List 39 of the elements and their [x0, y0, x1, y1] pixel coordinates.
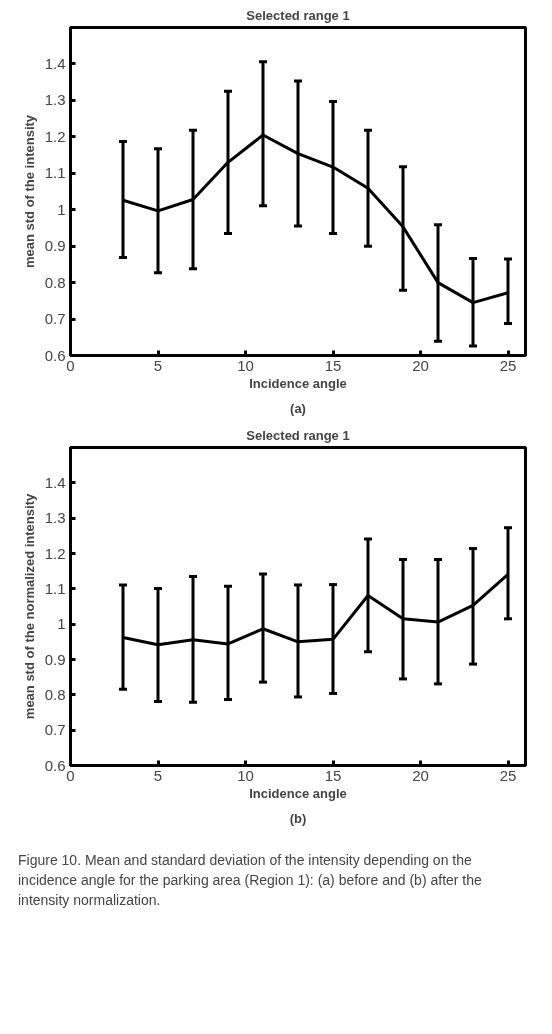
x-tick-label: 25: [499, 356, 517, 374]
x-tick-label: 0: [66, 766, 75, 784]
y-tick-label: 1.3: [44, 509, 66, 527]
y-tick-label: 1.2: [44, 544, 66, 562]
y-tick-label: 1: [57, 200, 66, 218]
y-tick-label: 0.8: [44, 685, 66, 703]
x-tick-label: 10: [237, 766, 254, 784]
x-tick-label: 20: [412, 356, 429, 374]
y-axis-title: mean std of the normalized intensity: [21, 493, 37, 720]
y-tick-label: 0.9: [44, 237, 66, 255]
text: (a): [290, 400, 306, 416]
x-tick-label: 25: [499, 766, 517, 784]
y-tick-label: 1.1: [44, 164, 66, 182]
x-tick-label: 20: [412, 766, 429, 784]
y-tick-label: 0.7: [44, 310, 66, 328]
y-tick-label: 1: [57, 615, 66, 633]
x-tick-label: 5: [153, 766, 163, 784]
y-tick-label: 0.9: [44, 650, 66, 668]
y-tick-label: 0.6: [44, 756, 66, 774]
y-tick-label: 1.2: [44, 127, 66, 145]
x-tick-label: 15: [324, 356, 342, 374]
caption: Figure 10. Mean and standard deviation of the intensity depending on the incidence angle for the parking area (Region 1): (a) before and (b) after the intensity normalization.: [18, 851, 483, 910]
y-tick-label: 0.7: [44, 721, 66, 739]
x-axis-title: Incidence angle: [249, 375, 347, 391]
y-tick-label: 1.4: [44, 473, 66, 491]
y-tick-label: 1.3: [44, 91, 66, 109]
x-axis-title: Incidence angle: [249, 785, 347, 801]
x-tick-label: 5: [153, 356, 163, 374]
x-tick-label: 15: [324, 766, 342, 784]
x-tick-label: 10: [237, 356, 254, 374]
y-tick-label: 0.6: [44, 346, 66, 364]
y-axis-title: mean std of the intensity: [21, 114, 37, 269]
x-tick-label: 0: [66, 356, 75, 374]
y-tick-label: 0.8: [44, 273, 66, 291]
chart-title: Selected range 1: [246, 427, 350, 443]
y-tick-label: 1.4: [44, 54, 66, 72]
text: (b): [289, 810, 307, 826]
y-tick-label: 1.1: [44, 579, 66, 597]
chart-title: Selected range 1: [246, 7, 350, 23]
